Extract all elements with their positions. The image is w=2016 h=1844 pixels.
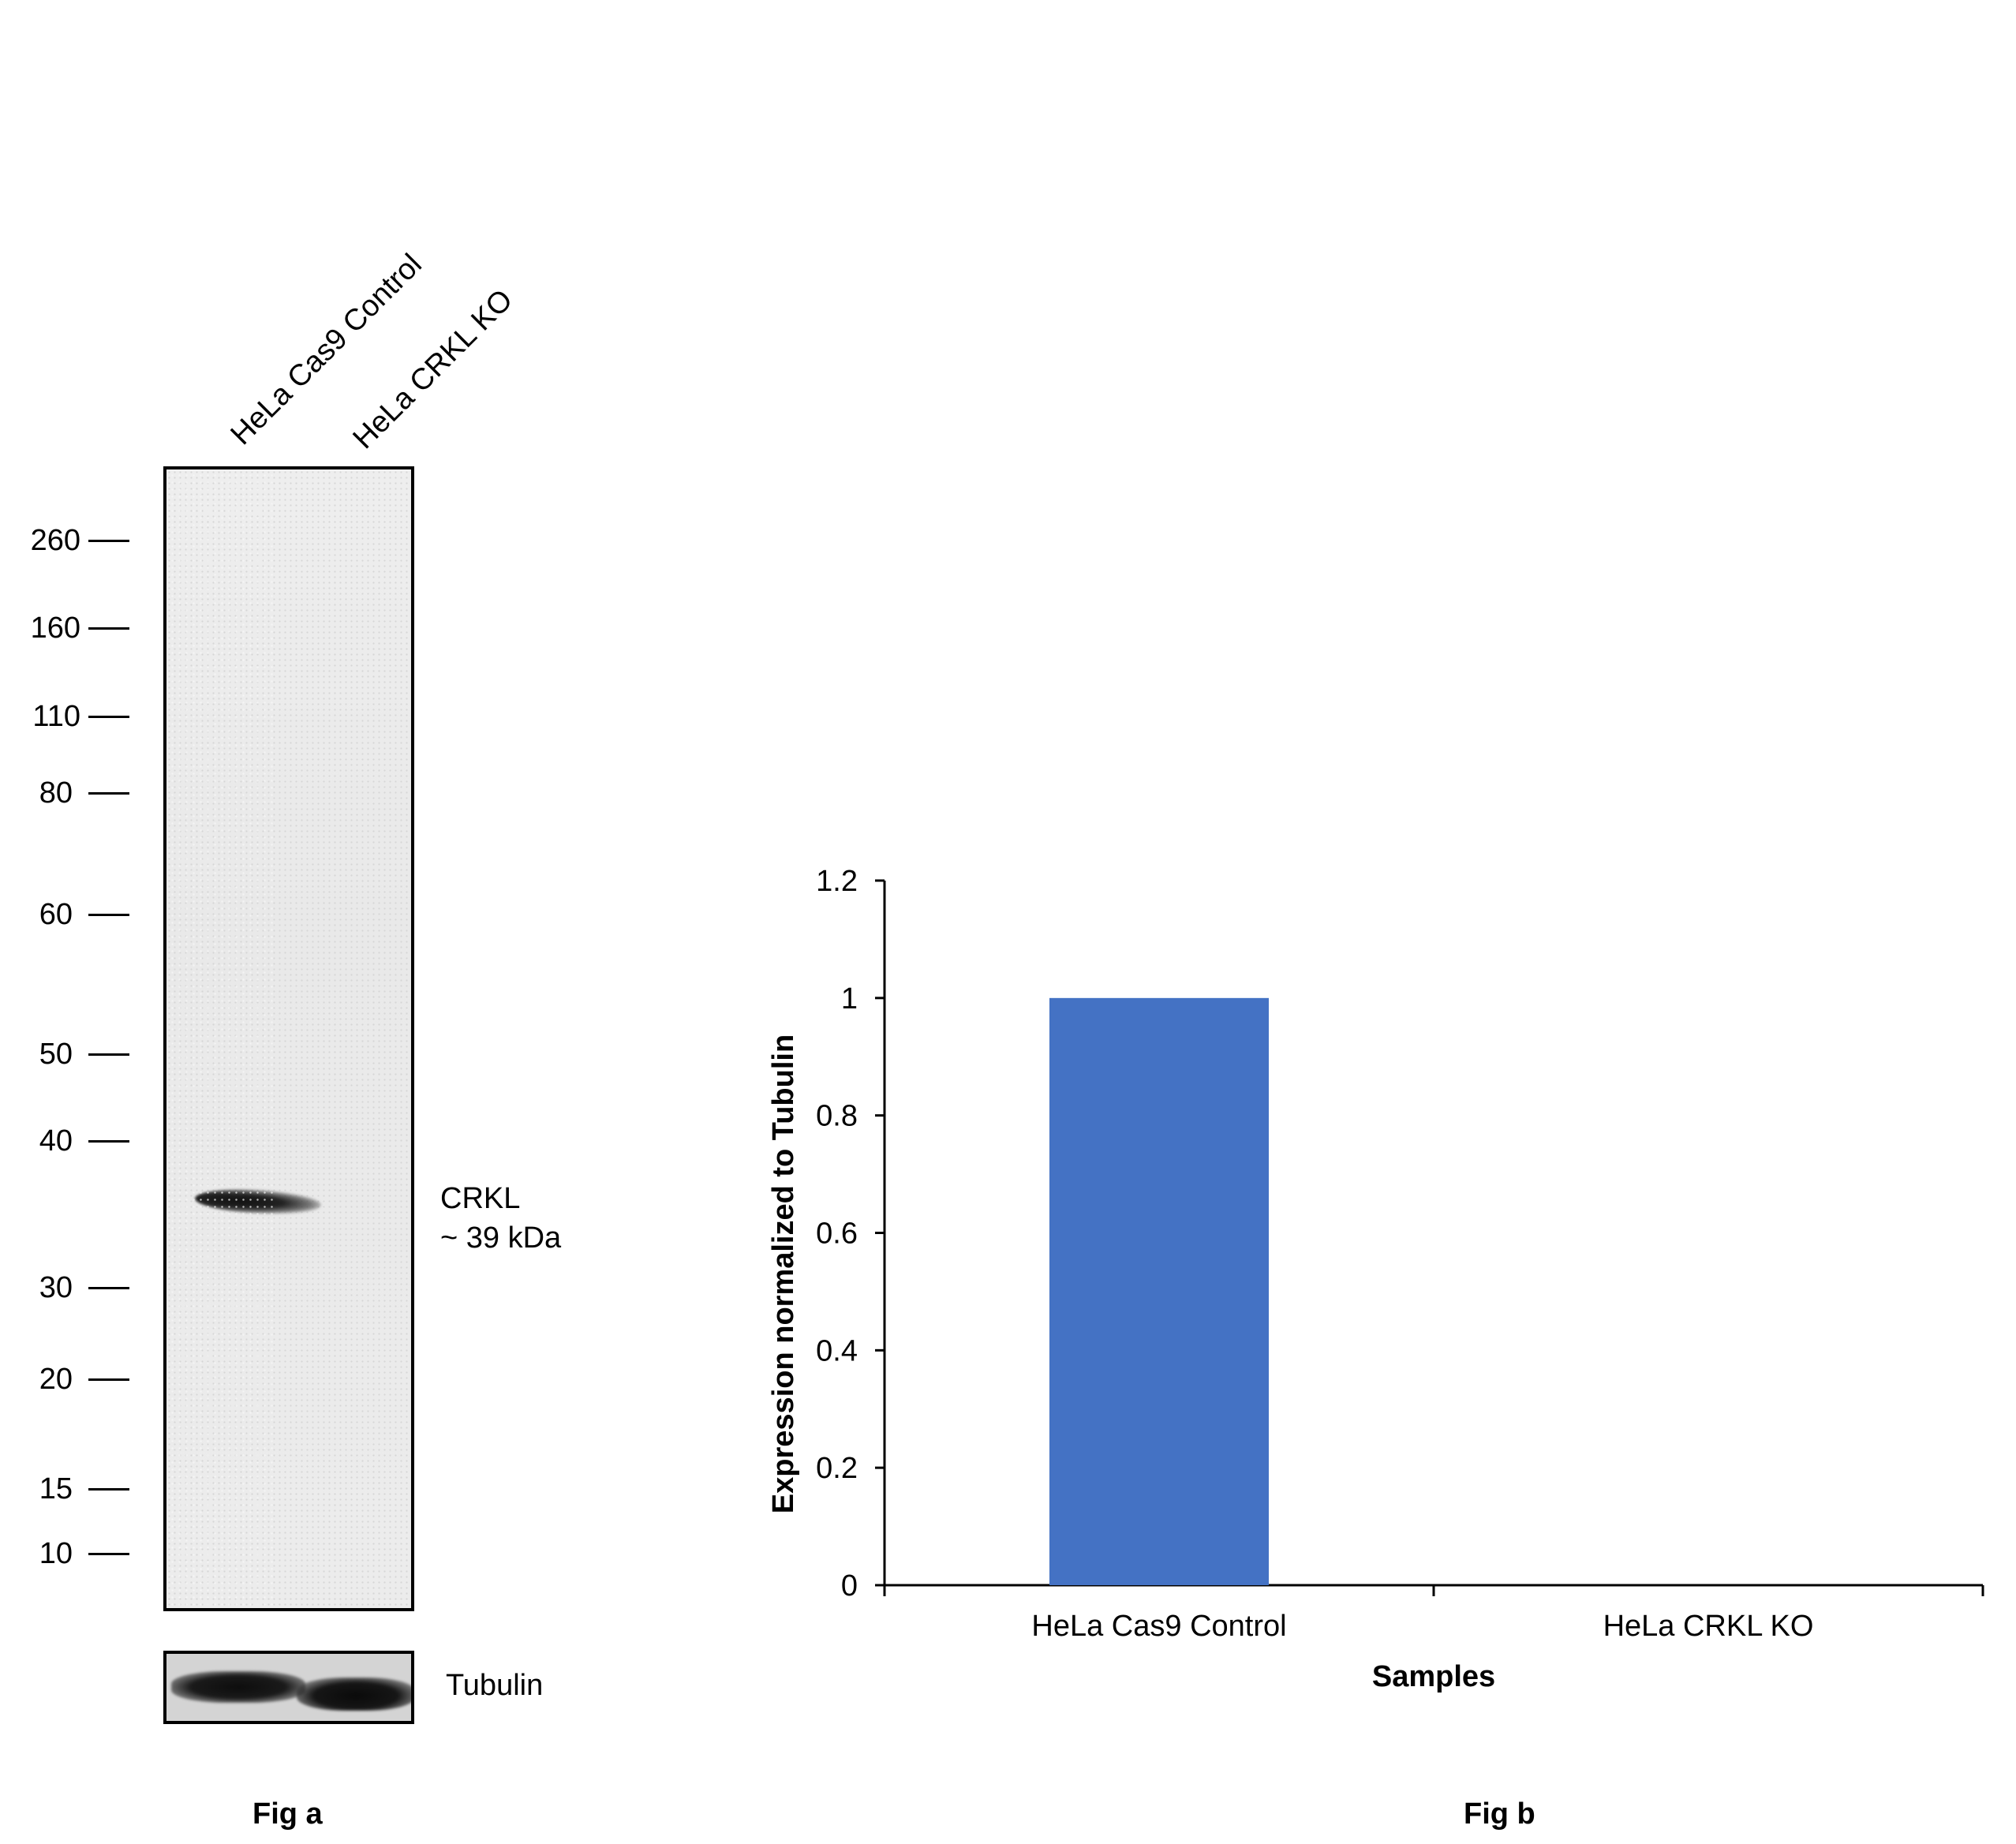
tubulin-band-ko	[297, 1678, 411, 1711]
mw-marker-label: 80	[39, 776, 73, 810]
bar-1	[1049, 997, 1269, 1585]
y-tick-label: 1.2	[816, 865, 858, 898]
y-tick-label: 0.4	[816, 1334, 858, 1367]
mw-marker-tick	[88, 1553, 129, 1555]
mw-marker-tick	[88, 1378, 129, 1381]
mw-marker-label: 260	[30, 524, 80, 557]
crkl-band-size-label: ~ 39 kDa	[440, 1221, 562, 1255]
mw-marker-tick	[88, 540, 129, 542]
mw-marker-label: 10	[39, 1537, 73, 1570]
tubulin-label: Tubulin	[446, 1669, 544, 1702]
mw-marker-tick	[88, 914, 129, 916]
x-category-label: HeLa CRKL KO	[1603, 1610, 1814, 1643]
mw-marker-tick	[88, 1053, 129, 1056]
mw-marker-tick	[88, 1488, 129, 1491]
mw-marker-label: 15	[39, 1472, 73, 1505]
crkl-band-label: CRKL	[440, 1182, 521, 1215]
tubulin-band-control	[171, 1671, 305, 1703]
mw-marker-label: 40	[39, 1124, 73, 1158]
mw-marker-label: 50	[39, 1038, 73, 1071]
fig-a-label: Fig a	[252, 1797, 323, 1831]
mw-marker-label: 60	[39, 898, 73, 931]
x-axis-title: Samples	[1372, 1660, 1495, 1693]
mw-marker-tick	[88, 627, 129, 630]
mw-marker-label: 20	[39, 1363, 73, 1396]
x-category-label: HeLa Cas9 Control	[1031, 1610, 1286, 1643]
y-tick-label: 0.8	[816, 1100, 858, 1133]
mw-marker-tick	[88, 1140, 129, 1143]
blot-membrane	[163, 466, 414, 1611]
y-tick-label: 0.2	[816, 1452, 858, 1485]
mw-marker-tick	[88, 716, 129, 718]
y-tick-label: 0.6	[816, 1217, 858, 1251]
y-tick-label: 1	[841, 982, 858, 1016]
mw-marker-tick	[88, 792, 129, 795]
mw-marker-label: 160	[30, 612, 80, 645]
tubulin-blot	[163, 1651, 414, 1724]
mw-marker-label: 30	[39, 1271, 73, 1304]
fig-b-label: Fig b	[1464, 1797, 1535, 1831]
y-tick-label: 0	[841, 1569, 858, 1603]
y-axis-title: Expression normalized to Tubulin	[767, 1034, 800, 1513]
mw-marker-tick	[88, 1287, 129, 1289]
mw-marker-label: 110	[32, 700, 80, 733]
